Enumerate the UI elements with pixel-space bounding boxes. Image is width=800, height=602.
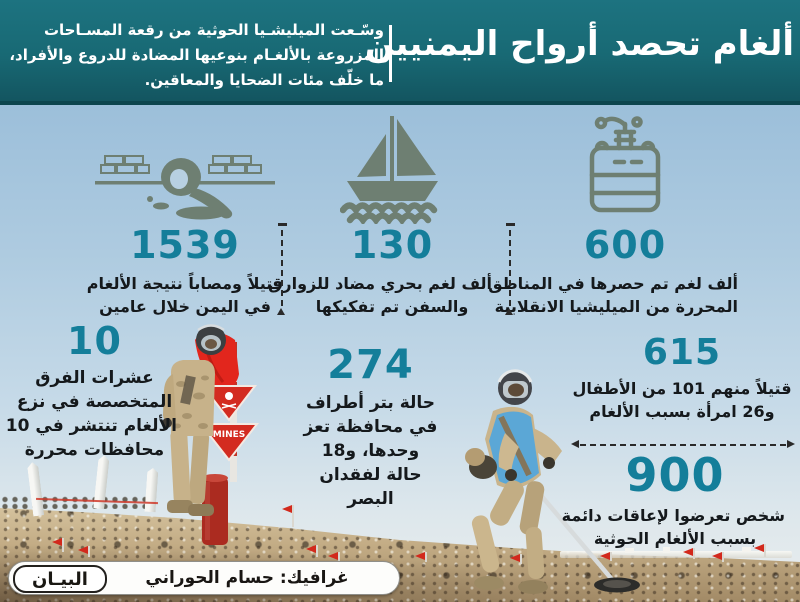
stat-line: والسفن تم تفكيكها xyxy=(315,297,469,316)
red-marker-flag xyxy=(78,546,90,557)
mines-warning-sign: MINES xyxy=(198,423,260,462)
stat-value: 900 xyxy=(625,448,725,502)
albayan-logo: البيـان xyxy=(13,565,107,593)
distant-building xyxy=(625,548,634,553)
stat-line: الألغام تنتشر في 10 xyxy=(5,416,177,436)
red-marker-flag xyxy=(52,538,64,552)
stat-line: و26 امرأة بسبب الألغام xyxy=(589,402,775,421)
stat-killed: 615 قتيلاً منهم 101 من الأطفال و26 امرأة… xyxy=(572,335,792,423)
intro-text: وسّـعت الميليشـيا الحوثية من رقعة المسـا… xyxy=(9,18,384,93)
intro-line: وسّـعت الميليشـيا الحوثية من رقعة المسـا… xyxy=(43,21,384,39)
page-title: ألغام تحصد أرواح اليمنيين xyxy=(364,24,794,64)
skull-warning-sign xyxy=(200,385,258,422)
stat-line: المتخصصة في نزع xyxy=(16,392,173,412)
red-marker-flag xyxy=(754,544,766,557)
stat-demining-teams: 10 عشرات الفرق المتخصصة في نزع الألغام ت… xyxy=(5,319,177,462)
stat-line: قتيلاً منهم 101 من الأطفال xyxy=(572,379,792,398)
deminer-right-figure xyxy=(465,369,640,594)
red-marker-flag xyxy=(510,554,522,564)
stat-line: في محافظة تعز xyxy=(303,417,438,437)
stat-line: ألف لغم بحري مضاد للزوارق xyxy=(268,274,492,293)
stat-value: 600 xyxy=(583,223,667,267)
red-marker-flag xyxy=(282,505,294,527)
distant-building xyxy=(742,547,751,552)
stat-line: حالة لفقدان xyxy=(319,465,422,485)
deminer-right-body xyxy=(465,369,562,594)
stat-line: بسبب الألغام الحوثية xyxy=(593,529,757,548)
intro-line: المزروعة بالألغـام بنوعيها المضادة للدرو… xyxy=(9,46,384,64)
stat-value: 1539 xyxy=(130,223,240,267)
horizon-haze xyxy=(560,551,792,558)
deminer-left-figure: MINES xyxy=(162,324,260,545)
stat-line: وحدها، و18 xyxy=(321,441,420,461)
stat-line: شخص تعرضوا لإعاقات دائمة xyxy=(561,506,785,525)
red-marker-flag xyxy=(415,552,427,562)
stat-value: 615 xyxy=(642,332,722,373)
stat-casualties: 1539 قتيلاً ومصاباً نتيجة الألغام في الي… xyxy=(60,226,310,318)
red-marker-flag xyxy=(306,545,318,557)
deminer-left-body xyxy=(162,324,226,516)
dashed-divider-horizontal xyxy=(571,440,795,448)
dashed-divider-vertical xyxy=(505,223,515,315)
header-band: ألغام تحصد أرواح اليمنيين وسّـعت الميليش… xyxy=(0,0,800,105)
stat-mines-counted: 600 ألف لغم تم حصرها في المناطق المحررة … xyxy=(488,223,738,318)
graphic-credit: غرافيك: حسام الحوراني xyxy=(145,568,349,588)
stat-line: عشرات الفرق xyxy=(35,368,154,388)
title-divider xyxy=(389,25,392,82)
stat-line: قتيلاً ومصاباً نتيجة الألغام xyxy=(86,274,284,293)
stat-line: في اليمن خلال عامين xyxy=(99,297,271,316)
distant-building xyxy=(663,547,670,553)
stat-line: حالة بتر أطراف xyxy=(305,393,436,413)
intro-line: ما خلّف مئات الضحايا والمعاقين. xyxy=(144,71,384,89)
stat-disabled: 900 شخص تعرضوا لإعاقات دائمة بسبب الألغا… xyxy=(561,448,785,550)
dashed-divider-vertical xyxy=(277,223,287,315)
stat-value: 130 xyxy=(350,223,434,267)
red-marker-flag xyxy=(600,552,612,561)
red-marker-flag xyxy=(712,552,724,562)
sailboat-icon xyxy=(339,114,445,228)
fallen-person-icon xyxy=(95,150,275,226)
stat-value: 10 xyxy=(67,319,122,363)
stat-line: البصر xyxy=(347,489,394,509)
stat-line: ألف لغم تم حصرها في المناطق xyxy=(488,274,738,293)
stat-line: المحررة من الميليشيا الانقلابية xyxy=(494,297,738,316)
footer-bar: البيـان غرافيك: حسام الحوراني xyxy=(8,561,400,595)
stat-amputations: 274 حالة بتر أطراف في محافظة تعز وحدها، … xyxy=(298,345,443,511)
red-marker-flag xyxy=(328,552,340,562)
stat-value: 274 xyxy=(327,342,414,388)
stat-naval-mines: 130 ألف لغم بحري مضاد للزوارق والسفن تم … xyxy=(268,223,492,318)
mines-sign-label: MINES xyxy=(213,430,245,440)
red-marker-flag xyxy=(683,548,695,559)
landmine-icon xyxy=(585,114,665,222)
stat-line: محافظات محررة xyxy=(24,440,165,460)
